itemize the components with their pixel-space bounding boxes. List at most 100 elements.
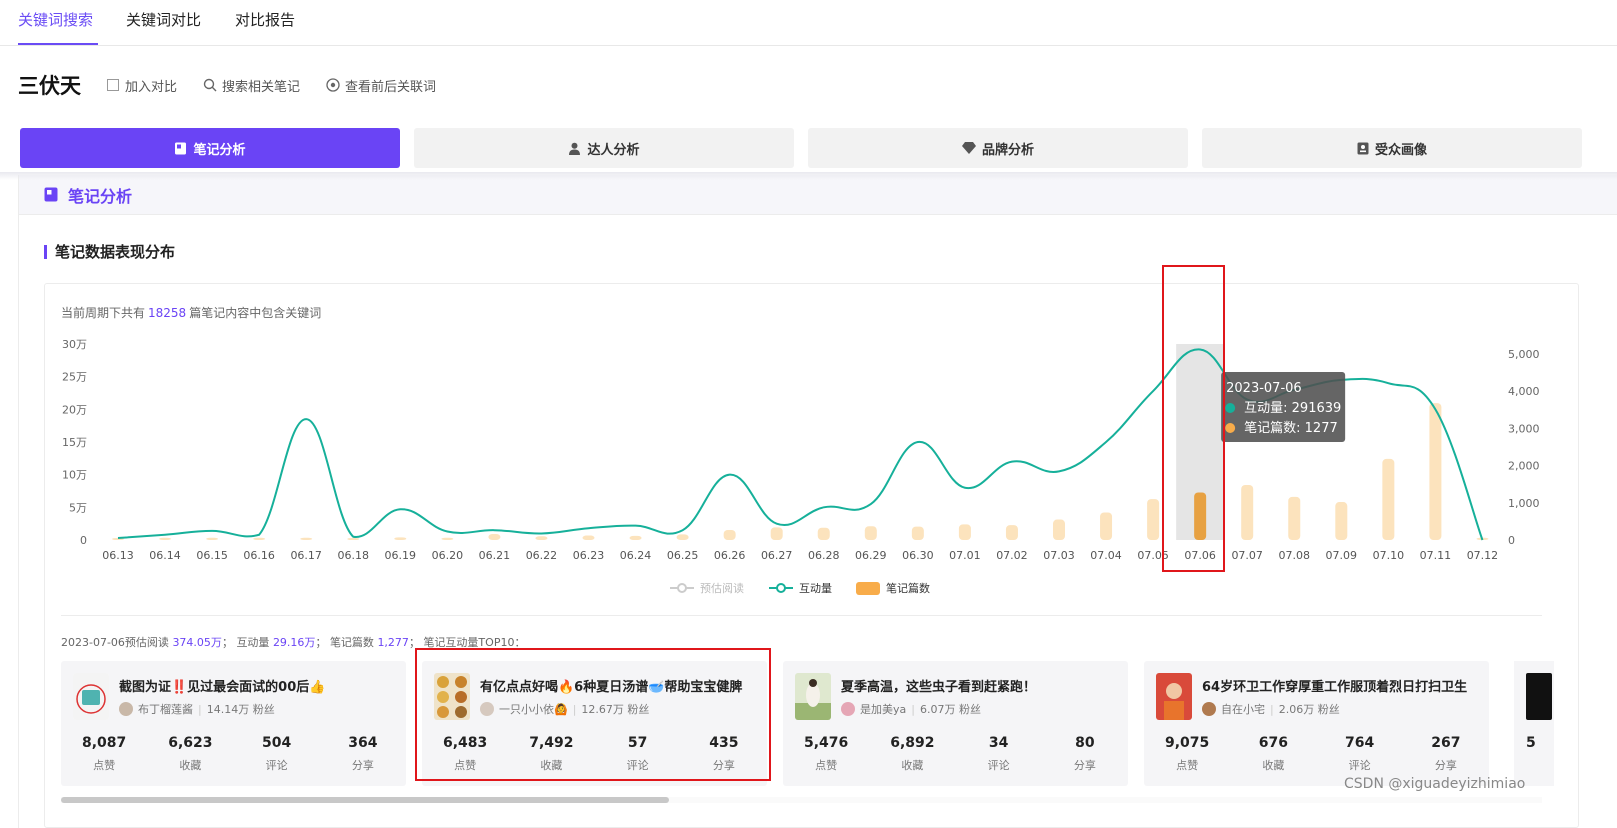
y-right-tick-label: 1,000 — [1508, 497, 1540, 510]
y-left-tick-label: 10万 — [62, 469, 87, 482]
note-card[interactable]: 夏季高温，这些虫子看到赶紧跑！ 是加美ya | 6.07万 粉丝 5,476 点赞 6… — [783, 661, 1128, 786]
note-icon — [175, 142, 187, 154]
avatar — [841, 702, 855, 716]
active-tab-underline — [18, 43, 98, 45]
likes-count: 5,476 — [803, 735, 849, 751]
notes-summary: 当前周期下共有 18258 篇笔记内容中包含关键词 — [61, 304, 321, 321]
comments-count: 34 — [988, 735, 1009, 751]
author-fans: 2.06万 粉丝 — [1278, 703, 1340, 716]
x-tick-label: 07.01 — [949, 549, 981, 562]
note-analysis-section: 笔记分析 笔记数据表现分布 当前周期下共有 18258 篇笔记内容中包含关键词 0 5… — [18, 175, 1617, 828]
notes-bar — [1335, 502, 1348, 540]
notes-bar — [1241, 484, 1254, 540]
add-compare-label: 加入对比 — [125, 79, 178, 95]
top-notes-carousel: 截图为证‼️见过最会面试的00后👍 布丁榴莲酱 | 14.14万 粉丝 8,087 点… — [61, 661, 1580, 789]
search-icon — [203, 78, 217, 92]
note-author: 是加美ya | 6.07万 粉丝 — [841, 701, 981, 717]
likes-label: 点赞 — [454, 759, 477, 772]
notes-bar — [582, 535, 595, 540]
avatar — [1202, 702, 1216, 716]
search-related-label: 搜索相关笔记 — [222, 79, 301, 95]
diamond-icon — [961, 142, 976, 154]
author-name[interactable]: 一只小小依🙆 — [499, 703, 568, 716]
tab-brand-analysis[interactable]: 品牌分析 — [808, 128, 1188, 168]
note-thumbnail[interactable] — [795, 673, 831, 720]
tab-keyword-search[interactable]: 关键词搜索 — [18, 11, 94, 29]
note-author: 一只小小依🙆 | 12.67万 粉丝 — [480, 701, 649, 717]
shares-count: 364 — [348, 735, 378, 751]
note-title[interactable]: 有亿点点好喝🔥6种夏日汤谱🥣帮助宝宝健脾 — [480, 680, 743, 695]
interaction-notes-chart[interactable]: 0 5万 10万 15万 20万 25万 30万 0 1,000 2,000 3,000 4,000 5… — [45, 324, 1580, 614]
author-name[interactable]: 自在小宅 — [1221, 703, 1265, 716]
notes-bar — [300, 537, 313, 540]
notes-bar — [347, 538, 360, 540]
likes-count: 9,075 — [1164, 735, 1210, 751]
note-card[interactable]: 截图为证‼️见过最会面试的00后👍 布丁榴莲酱 | 14.14万 粉丝 8,087 点… — [61, 661, 406, 786]
search-related-notes-link[interactable]: 搜索相关笔记 — [203, 76, 300, 95]
note-icon — [44, 187, 58, 202]
day-read-value: 374.05万 — [172, 636, 222, 649]
x-tick-label: 06.16 — [243, 549, 275, 562]
keyword-header: 三伏天 加入对比 搜索相关笔记 查看前后关联词 — [18, 70, 462, 100]
day-interact-value: 29.16万 — [272, 636, 316, 649]
note-thumbnail[interactable] — [1156, 673, 1192, 720]
x-tick-label: 06.25 — [667, 549, 699, 562]
author-name[interactable]: 是加美ya — [860, 703, 907, 716]
note-card-partial[interactable]: 5 — [1514, 661, 1554, 786]
keyword-title: 三伏天 — [18, 74, 81, 98]
tab-compare-report[interactable]: 对比报告 — [235, 11, 296, 29]
favorites-count: 6,623 — [168, 735, 213, 751]
divider — [61, 615, 1542, 616]
legend-interact-label: 互动量 — [799, 582, 832, 595]
notes-bar — [629, 535, 642, 540]
chart-panel: 当前周期下共有 18258 篇笔记内容中包含关键词 0 5万 10万 15万 20万 25万 3… — [44, 283, 1579, 828]
notes-bar — [723, 529, 736, 540]
note-author: 自在小宅 | 2.06万 粉丝 — [1202, 701, 1340, 717]
tab-influencer-analysis[interactable]: 达人分析 — [414, 128, 794, 168]
note-thumbnail[interactable] — [73, 673, 109, 720]
note-thumbnail[interactable] — [1526, 673, 1552, 720]
comments-label: 评论 — [1348, 759, 1371, 772]
x-tick-label: 06.27 — [761, 549, 793, 562]
x-tick-label: 06.18 — [338, 549, 370, 562]
author-name[interactable]: 布丁榴莲酱 — [138, 703, 193, 716]
notes-bar — [1100, 512, 1113, 540]
x-tick-label: 07.04 — [1090, 549, 1122, 562]
x-tick-label: 06.24 — [620, 549, 652, 562]
notes-bar — [864, 526, 877, 540]
y-right-tick-label: 0 — [1508, 534, 1515, 547]
scrollbar-thumb[interactable] — [61, 797, 669, 803]
view-related-label: 查看前后关联词 — [345, 79, 437, 95]
notes-bar — [1382, 458, 1395, 540]
note-title[interactable]: 夏季高温，这些虫子看到赶紧跑！ — [841, 680, 1037, 695]
note-title[interactable]: 截图为证‼️见过最会面试的00后👍 — [119, 680, 326, 695]
view-related-words-link[interactable]: 查看前后关联词 — [326, 76, 436, 95]
y-left-tick-label: 25万 — [62, 371, 87, 384]
chart-tooltip — [1221, 372, 1346, 442]
favorites-label: 收藏 — [1262, 759, 1285, 772]
notes-bar — [206, 537, 219, 540]
likes-count: 6,483 — [442, 735, 488, 751]
note-stats: 8,087 点赞 6,623 收藏 504 评论 364 分享 — [61, 735, 406, 773]
day-date-label: 2023-07-06预估阅读 — [61, 636, 169, 649]
x-tick-label: 06.19 — [385, 549, 417, 562]
add-compare-checkbox[interactable]: 加入对比 — [107, 76, 177, 95]
notes-bar — [817, 527, 830, 540]
likes-label: 点赞 — [93, 759, 116, 772]
note-card[interactable]: 有亿点点好喝🔥6种夏日汤谱🥣帮助宝宝健脾 一只小小依🙆 | 12.67万 粉丝 6,… — [422, 661, 767, 786]
horizontal-scrollbar[interactable] — [61, 797, 1542, 803]
notes-bar — [911, 526, 924, 540]
comments-label: 评论 — [987, 759, 1010, 772]
note-title[interactable]: 64岁环卫工作穿厚重工作服顶着烈日打扫卫生 — [1202, 680, 1468, 695]
note-thumbnail[interactable] — [434, 673, 470, 720]
tab-note-analysis[interactable]: 笔记分析 — [20, 128, 400, 168]
notes-bar — [1194, 492, 1207, 540]
section-header: 笔记分析 — [19, 175, 1617, 215]
notes-bar — [1053, 519, 1065, 540]
tab-keyword-compare[interactable]: 关键词对比 — [126, 11, 202, 29]
note-card[interactable]: 64岁环卫工作穿厚重工作服顶着烈日打扫卫生 自在小宅 | 2.06万 粉丝 9,07… — [1144, 661, 1489, 786]
shares-count: 267 — [1431, 735, 1461, 751]
tab-audience-profile[interactable]: 受众画像 — [1202, 128, 1582, 168]
profile-card-icon — [1357, 142, 1369, 154]
checkbox-icon[interactable] — [107, 79, 119, 91]
